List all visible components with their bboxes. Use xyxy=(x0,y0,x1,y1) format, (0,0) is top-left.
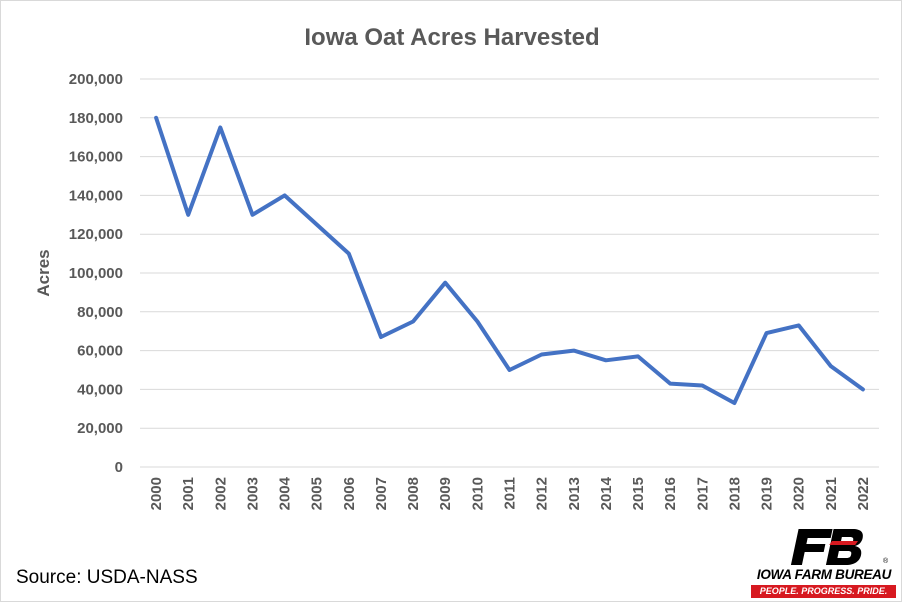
y-axis-label: Acres xyxy=(34,249,53,296)
y-tick-label: 140,000 xyxy=(69,187,123,204)
x-tick-label: 2001 xyxy=(180,477,197,510)
series-line xyxy=(154,115,865,405)
x-tick-label: 2017 xyxy=(694,477,711,510)
x-axis-ticks: 2000 2001 2002 2003 2004 2005 2006 2007 2008 2009… xyxy=(148,476,872,510)
y-tick-label: 100,000 xyxy=(69,265,123,282)
y-tick-label: 60,000 xyxy=(77,343,123,360)
y-tick-label: 120,000 xyxy=(69,226,123,243)
gridlines xyxy=(140,78,879,468)
y-tick-label: 180,000 xyxy=(69,110,123,127)
x-tick-label: 2004 xyxy=(277,476,294,510)
x-tick-label: 2021 xyxy=(823,477,840,510)
x-tick-label: 2010 xyxy=(469,477,486,510)
x-tick-label: 2002 xyxy=(212,477,229,510)
registered-mark: ® xyxy=(883,557,889,565)
series-layer xyxy=(154,115,865,405)
y-tick-label: 20,000 xyxy=(77,420,123,437)
x-tick-label: 2009 xyxy=(437,477,454,510)
x-tick-label: 2013 xyxy=(566,477,583,510)
x-tick-label: 2005 xyxy=(309,477,326,510)
fb-logo-mark-icon: ® xyxy=(790,529,889,565)
x-tick-label: 2007 xyxy=(373,477,390,510)
y-tick-label: 80,000 xyxy=(77,304,123,321)
x-tick-label: 2022 xyxy=(855,477,872,510)
x-tick-label: 2012 xyxy=(534,477,551,510)
source-note: Source: USDA-NASS xyxy=(16,567,198,588)
x-tick-label: 2020 xyxy=(791,477,808,510)
x-tick-label: 2016 xyxy=(662,477,679,510)
iowa-farm-bureau-logo: ® IOWA FARM BUREAU PEOPLE. PROGRESS. PRI… xyxy=(749,527,899,599)
y-tick-label: 40,000 xyxy=(77,381,123,398)
logo-tagline: PEOPLE. PROGRESS. PRIDE. xyxy=(751,585,896,598)
x-tick-label: 2006 xyxy=(341,477,358,510)
x-tick-label: 2018 xyxy=(726,477,743,510)
x-tick-label: 2008 xyxy=(405,477,422,510)
x-tick-label: 2019 xyxy=(759,477,776,510)
y-tick-label: 160,000 xyxy=(69,149,123,166)
x-tick-label: 2014 xyxy=(598,476,615,510)
logo-name: IOWA FARM BUREAU xyxy=(756,567,892,582)
x-tick-label: 2011 xyxy=(502,477,519,510)
y-tick-label: 0 xyxy=(115,459,123,476)
y-tick-label: 200,000 xyxy=(69,71,123,88)
chart-title: Iowa Oat Acres Harvested xyxy=(304,24,599,51)
x-tick-label: 2015 xyxy=(630,477,647,510)
x-tick-label: 2000 xyxy=(148,477,165,510)
x-tick-label: 2003 xyxy=(244,477,261,510)
y-axis-ticks: 0 20,000 40,000 60,000 80,000 100,000 120,000 1… xyxy=(69,71,123,476)
